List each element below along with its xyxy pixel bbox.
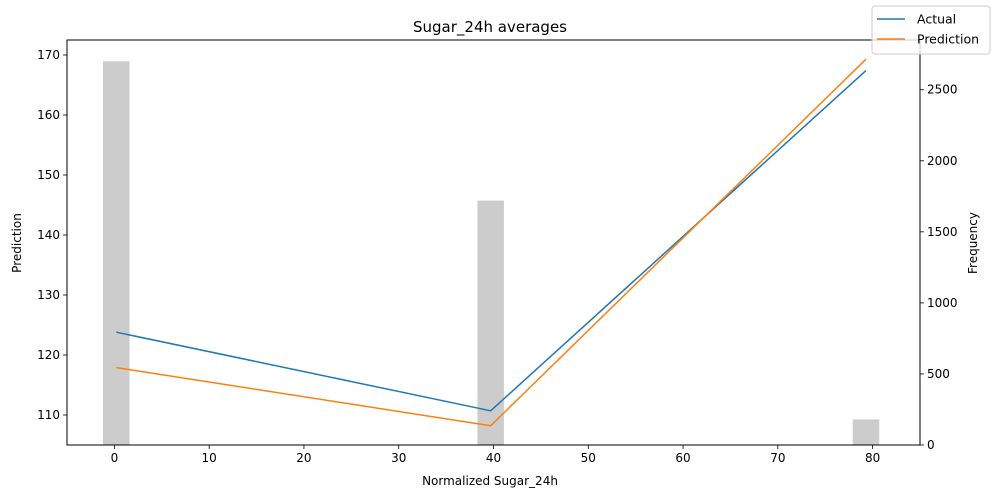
- histogram-layer: [103, 61, 880, 445]
- x-tick-label: 50: [581, 451, 596, 465]
- x-tick-label: 30: [391, 451, 406, 465]
- x-axis: 0 10 20 30 40 50 60 70 80: [111, 445, 880, 465]
- y2-tick-label: 2500: [927, 83, 958, 97]
- x-tick-label: 70: [770, 451, 785, 465]
- y-tick-label: 150: [37, 168, 60, 182]
- x-tick-label: 20: [296, 451, 311, 465]
- histogram-bar: [477, 200, 504, 445]
- legend-label-actual: Actual: [917, 12, 956, 27]
- x-tick-label: 0: [111, 451, 119, 465]
- chart-title: Sugar_24h averages: [413, 18, 567, 37]
- x-tick-label: 40: [486, 451, 501, 465]
- y-tick-label: 130: [37, 288, 60, 302]
- y2-tick-label: 500: [927, 367, 950, 381]
- x-tick-label: 80: [865, 451, 880, 465]
- y-axis-title: Prediction: [10, 213, 24, 273]
- y2-tick-label: 1000: [927, 296, 958, 310]
- series-line-actual: [116, 70, 867, 412]
- y-axis-left: 110 120 130 140 150 160 170: [37, 48, 67, 422]
- line-layer: [116, 58, 867, 427]
- y2-tick-label: 1500: [927, 225, 958, 239]
- y2-tick-label: 2000: [927, 154, 958, 168]
- y-tick-label: 110: [37, 408, 60, 422]
- y2-tick-label: 0: [927, 438, 935, 452]
- y-axis-right: 0 500 1000 1500 2000 2500: [920, 83, 958, 452]
- y-tick-label: 140: [37, 228, 60, 242]
- legend: Actual Prediction: [871, 5, 991, 55]
- y-tick-label: 120: [37, 348, 60, 362]
- series-line-prediction: [116, 58, 867, 427]
- y-tick-label: 170: [37, 48, 60, 62]
- histogram-bar: [103, 61, 130, 445]
- histogram-bar: [852, 419, 880, 445]
- legend-label-prediction: Prediction: [917, 32, 979, 47]
- y2-axis-title: Frequency: [966, 212, 980, 274]
- x-axis-title: Normalized Sugar_24h: [422, 474, 558, 488]
- x-tick-label: 60: [675, 451, 690, 465]
- x-tick-label: 10: [202, 451, 217, 465]
- y-tick-label: 160: [37, 108, 60, 122]
- legend-box: [871, 5, 991, 55]
